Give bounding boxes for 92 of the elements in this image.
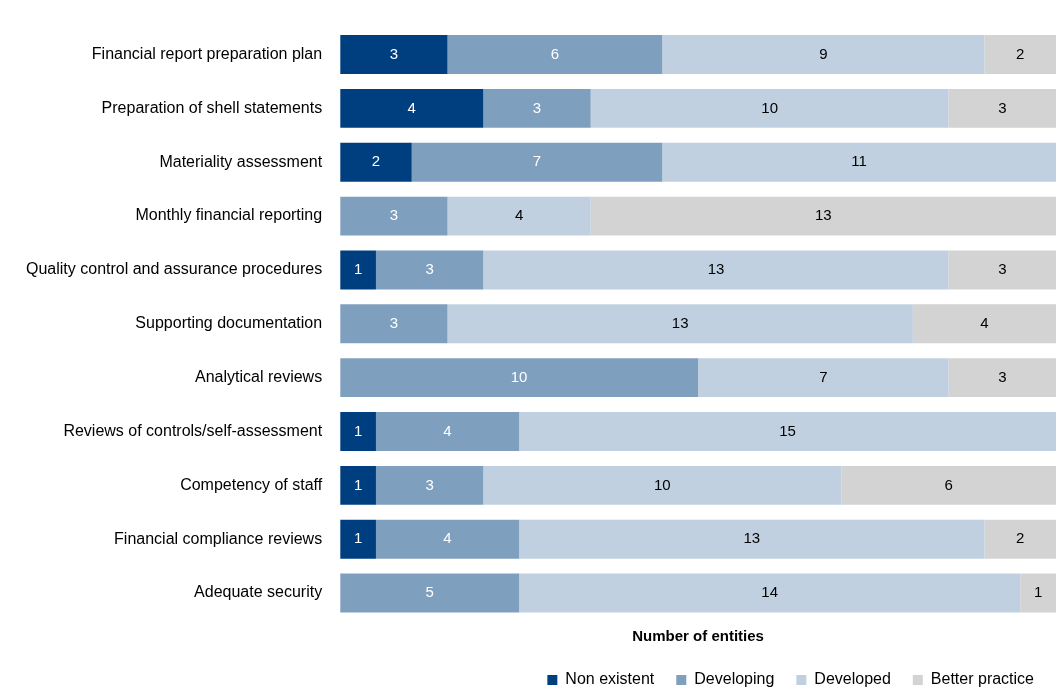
bar [411,142,663,182]
data-label: 4 [980,313,989,331]
bar [841,465,1056,505]
legend-label: Non existent [565,670,655,688]
y-tick-label: Financial compliance reviews [114,529,323,547]
data-label: 15 [779,421,796,439]
data-label: 1 [353,421,363,439]
bar [375,519,520,559]
data-label: 13 [743,529,761,547]
bar [340,519,376,559]
data-label: 3 [389,44,399,62]
data-label: 4 [443,529,452,547]
y-tick-label: Financial report preparation plan [91,44,323,62]
bar [375,250,484,290]
data-label: 6 [550,44,560,62]
bar [340,142,412,182]
legend-label: Better practice [930,670,1035,688]
data-label: 3 [389,313,399,331]
bar [912,304,1056,344]
bar [519,412,1056,451]
bar [1020,573,1056,613]
y-tick-label: Adequate security [194,583,323,601]
y-tick-label: Quality control and assurance procedures [25,260,323,278]
bar [662,35,985,74]
bar [340,358,699,398]
data-label: 3 [532,98,542,116]
data-label: 2 [1016,44,1025,62]
bar [590,88,949,128]
y-tick-label: Competency of staff [180,475,323,493]
bar [483,465,842,505]
bar [948,358,1056,398]
bar [447,35,663,74]
data-label: 3 [425,475,434,493]
data-label: 9 [819,44,828,62]
bar [984,35,1056,74]
bar [340,35,448,74]
bar [340,573,520,613]
data-label: 7 [819,367,828,385]
bar [340,412,376,451]
data-label: 11 [851,152,867,170]
data-label: 13 [815,206,832,224]
data-label: 1 [1033,583,1043,601]
bar [340,88,484,128]
bar [519,573,1021,613]
data-label: 14 [761,583,779,601]
bar [662,142,1056,182]
y-tick-label: Monthly financial reporting [135,206,323,224]
bar [984,519,1056,559]
bar [948,250,1056,290]
bar [948,88,1056,128]
data-label: 5 [425,583,434,601]
data-label: 4 [443,421,452,439]
data-label: 7 [532,152,542,170]
bar [375,465,484,505]
data-label: 10 [510,367,528,385]
data-label: 1 [353,529,363,547]
x-axis-title: Number of entities [632,627,764,645]
y-tick-label: Reviews of controls/self-assessment [63,421,323,439]
y-tick-label: Materiality assessment [159,152,323,170]
data-label: 13 [707,260,725,278]
bar [483,88,591,128]
bar [483,250,949,290]
data-label: 3 [389,206,399,224]
bar [340,196,448,236]
legend-label: Developed [814,670,891,688]
data-label: 1 [353,260,363,278]
bar [340,250,376,290]
data-label: 1 [353,475,363,493]
data-label: 10 [653,475,671,493]
legend-label: Developing [694,670,775,688]
data-label: 2 [1016,529,1025,547]
bar [519,519,985,559]
y-tick-label: Preparation of shell statements [101,98,323,116]
bar [447,304,913,344]
data-label: 4 [407,98,416,116]
data-label: 3 [998,260,1007,278]
bar [340,304,448,344]
data-label: 4 [514,206,524,224]
data-label: 3 [998,98,1007,116]
data-label: 10 [761,98,779,116]
y-tick-label: Supporting documentation [135,314,323,332]
bar [340,465,376,505]
data-label: 3 [425,260,434,278]
data-label: 6 [944,475,953,493]
bar [590,196,1056,236]
bar [375,412,520,451]
bar [447,196,591,236]
data-label: 2 [371,152,381,170]
y-tick-label: Analytical reviews [195,368,323,386]
bar [698,358,949,398]
data-label: 3 [998,367,1007,385]
data-label: 13 [671,313,689,331]
